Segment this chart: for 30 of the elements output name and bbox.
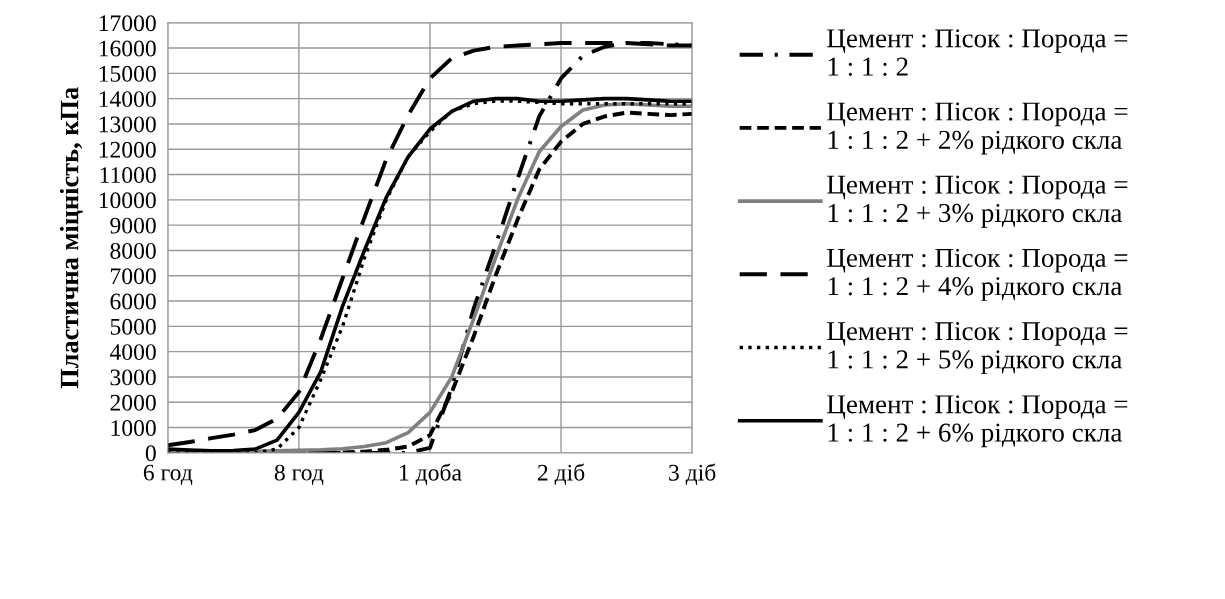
legend-label: Цемент : Пісок : Порода = 1 : 1 : 2	[827, 29, 1128, 76]
y-tick-label: 11000	[100, 167, 156, 183]
y-axis-title: Пластична міцність, кПа	[59, 87, 83, 389]
y-tick-label: 6000	[110, 293, 156, 310]
y-tick-label: 4000	[109, 344, 156, 361]
y-tick-label: 8000	[110, 242, 156, 259]
y-tick-label: 5000	[110, 318, 156, 335]
y-tick-label: 0	[145, 445, 156, 462]
legend-label: Цемент : Пісок : Порода = 1 : 1 : 2 + 2% рідкого скла	[827, 102, 1128, 155]
y-tick-label: 3000	[110, 369, 156, 386]
y-tick-label: 13000	[99, 116, 156, 133]
y-tick-label: 10000	[99, 192, 156, 209]
legend-label: Цемент : Пісок : Порода = 1 : 1 : 2 + 4% рідкого скла	[827, 248, 1128, 301]
x-tick-label: 6 год	[143, 464, 193, 485]
x-tick-label: 8 год	[274, 464, 324, 485]
y-tick-label: 9000	[110, 217, 156, 234]
x-tick-label: 2 діб	[537, 463, 585, 485]
x-tick-label: 3 діб	[669, 463, 716, 485]
legend-label: Цемент : Пісок : Порода = 1 : 1 : 2 + 6% рідкого скла	[827, 395, 1128, 448]
legend-label: Цемент : Пісок : Порода = 1 : 1 : 2 + 5% рідкого скла	[827, 322, 1128, 375]
y-tick-label: 14000	[99, 91, 156, 108]
y-tick-label: 1000	[111, 420, 156, 436]
y-tick-label: 12000	[99, 141, 156, 158]
y-tick-label: 15000	[99, 65, 156, 82]
x-tick-label: 1 доба	[400, 463, 462, 485]
y-tick-label: 17000	[99, 15, 156, 32]
y-tick-label: 7000	[111, 268, 156, 285]
y-tick-label: 16000	[99, 40, 156, 57]
legend-label: Цемент : Пісок : Порода = 1 : 1 : 2 + 3% рідкого скла	[827, 175, 1128, 228]
y-tick-label: 2000	[110, 394, 156, 411]
